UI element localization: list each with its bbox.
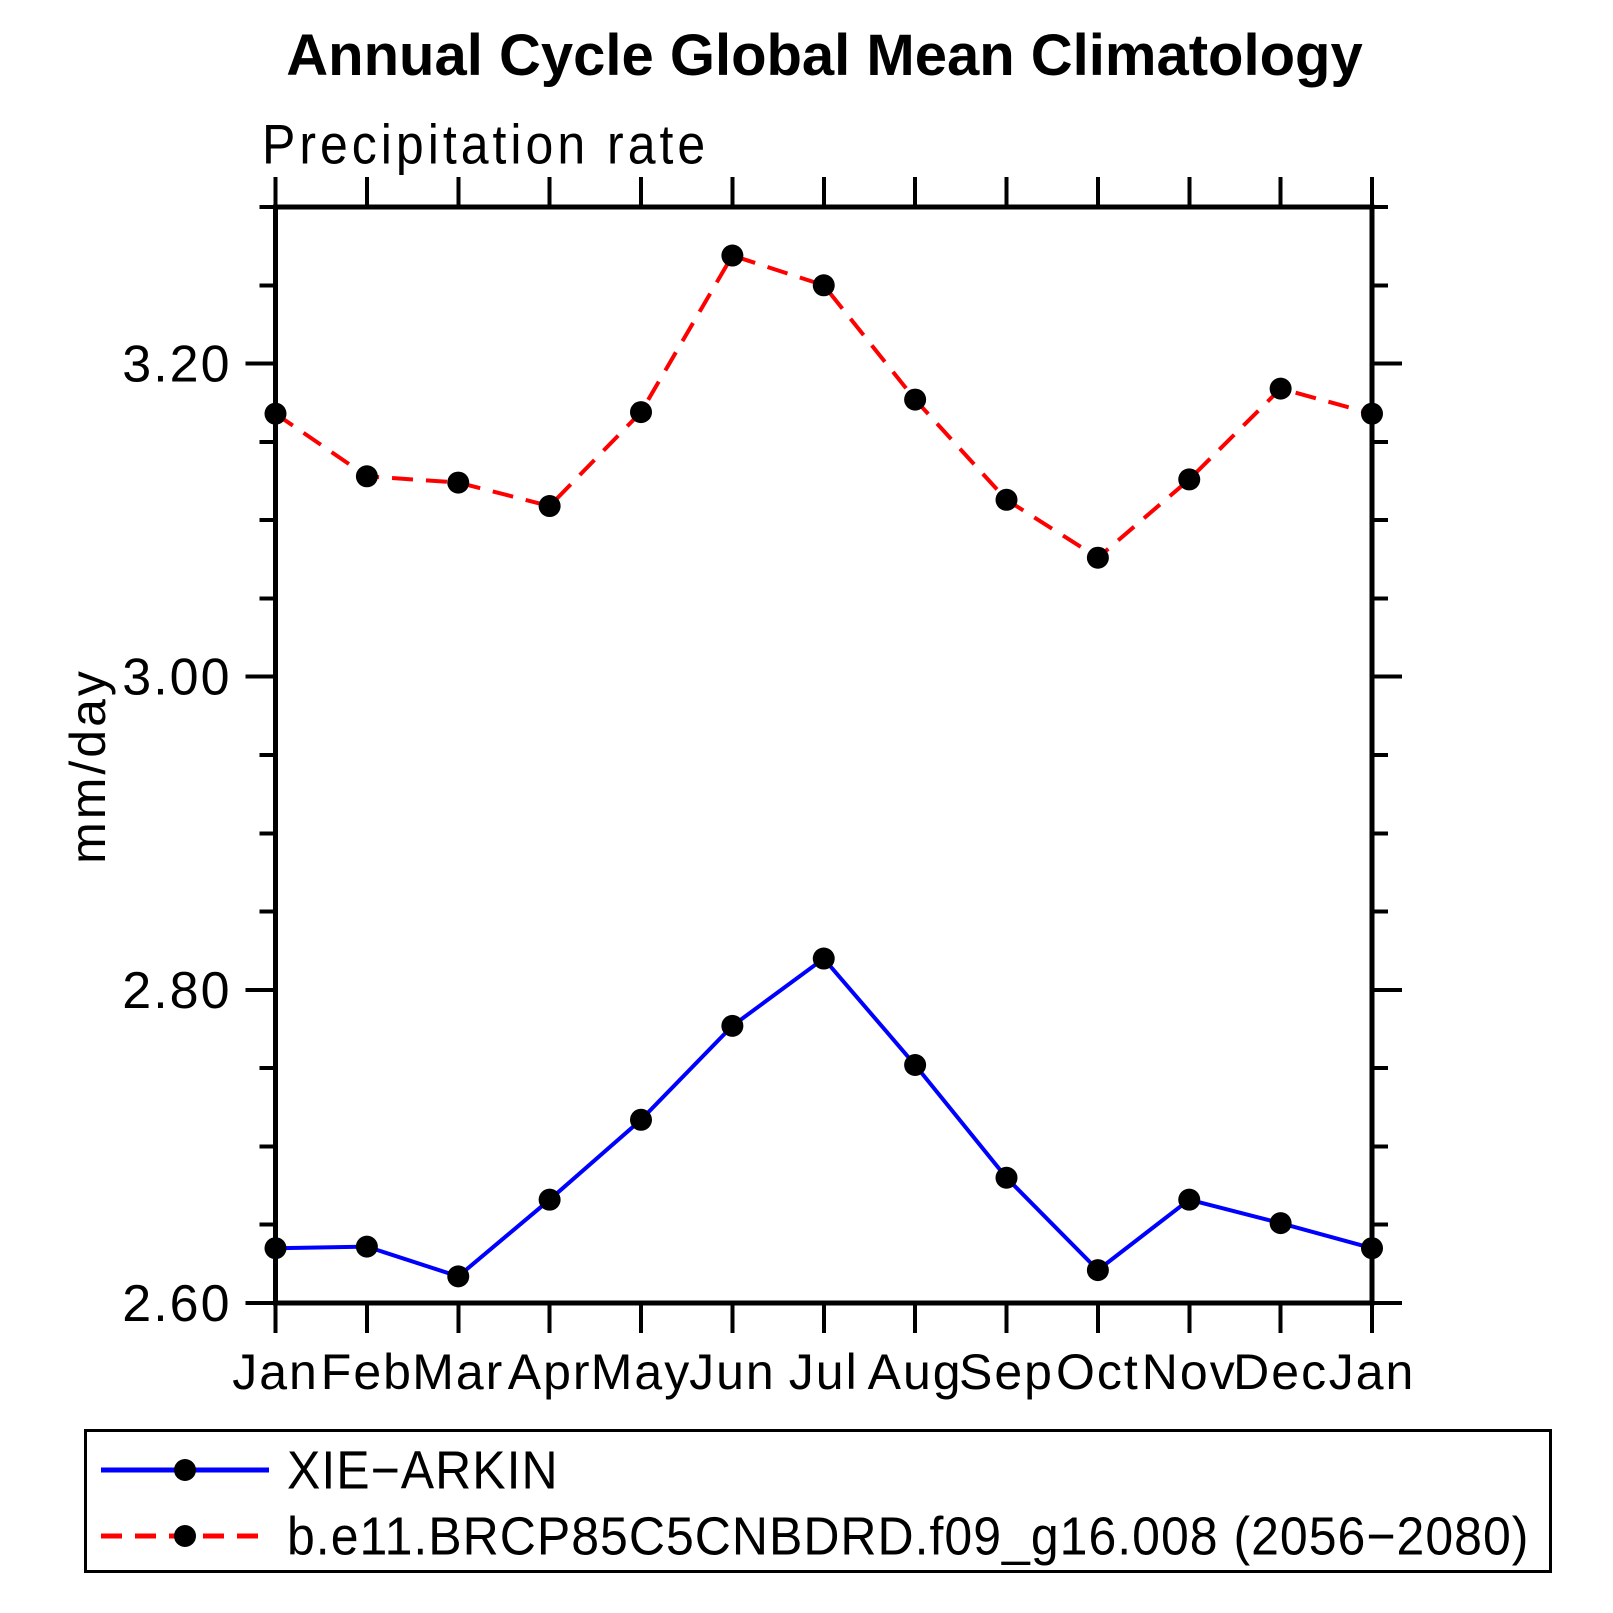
data-point-model-brcp85 [264, 402, 287, 425]
legend-item-model: b.e11.BRCP85C5CNBDRD.f09_g16.008 (2056−2… [97, 1506, 1529, 1566]
x-tick-label: May [591, 1344, 691, 1400]
data-point-model-brcp85 [447, 471, 470, 494]
data-point-model-brcp85 [995, 488, 1018, 511]
plot-border [273, 204, 1375, 1306]
x-tick-label: Dec [1233, 1344, 1328, 1400]
data-point-model-brcp85 [1269, 377, 1292, 400]
x-tick-label: Jun [689, 1344, 776, 1400]
legend-item-xie-arkin: XIE−ARKIN [97, 1440, 559, 1500]
x-tick-label: Jul [789, 1344, 859, 1400]
x-tick-label: Mar [412, 1344, 504, 1400]
y-tick-label: 3.20 [122, 336, 231, 394]
data-point-model-brcp85 [630, 401, 652, 424]
x-tick-label: Nov [1142, 1344, 1237, 1400]
data-point-xie-arkin [264, 1237, 287, 1260]
series-line-xie-arkin [275, 955, 1373, 1279]
chart-title: Annual Cycle Global Mean Climatology [286, 23, 1363, 88]
legend-line-sample-solid [101, 1459, 269, 1481]
y-tick-label: 3.00 [122, 649, 231, 707]
x-tick-label: Jan [232, 1344, 319, 1400]
series-line-model-brcp85 [274, 253, 1373, 561]
data-point-xie-arkin [721, 1014, 744, 1037]
data-point-xie-arkin [538, 1188, 561, 1211]
data-point-model-brcp85 [812, 274, 835, 297]
data-point-xie-arkin [904, 1054, 927, 1077]
x-tick-label: Oct [1056, 1344, 1140, 1400]
x-tick-label: Jan [1329, 1344, 1416, 1400]
data-point-xie-arkin [995, 1166, 1018, 1189]
legend-label: XIE−ARKIN [287, 1439, 559, 1501]
data-point-xie-arkin [1086, 1259, 1109, 1282]
data-point-model-brcp85 [355, 465, 378, 488]
data-point-xie-arkin [1269, 1212, 1292, 1235]
data-point-model-brcp85 [538, 495, 561, 518]
legend-line-sample-dashed [101, 1525, 269, 1547]
x-tick-label: Aug [868, 1344, 963, 1400]
legend-label: b.e11.BRCP85C5CNBDRD.f09_g16.008 (2056−2… [287, 1505, 1530, 1567]
data-point-model-brcp85 [1086, 546, 1109, 569]
data-point-xie-arkin [447, 1265, 470, 1288]
data-point-xie-arkin [1361, 1237, 1383, 1260]
data-point-xie-arkin [1178, 1188, 1201, 1211]
x-tick-label: Feb [321, 1344, 413, 1400]
legend-box: XIE−ARKIN b.e11.BRCP85C5CNBDRD.f09_g16.0… [84, 1429, 1552, 1573]
data-point-model-brcp85 [1361, 402, 1383, 425]
x-tick-label: Apr [508, 1344, 592, 1400]
data-point-xie-arkin [812, 947, 835, 970]
chart-subtitle: Precipitation rate [262, 113, 710, 176]
y-tick-label: 2.60 [122, 1275, 231, 1333]
data-point-xie-arkin [630, 1108, 652, 1131]
data-point-model-brcp85 [721, 244, 744, 267]
y-tick-label: 2.80 [122, 962, 231, 1020]
data-point-model-brcp85 [904, 388, 927, 411]
data-point-xie-arkin [355, 1235, 378, 1258]
x-tick-label: Sep [959, 1344, 1054, 1400]
data-point-model-brcp85 [1178, 468, 1201, 491]
